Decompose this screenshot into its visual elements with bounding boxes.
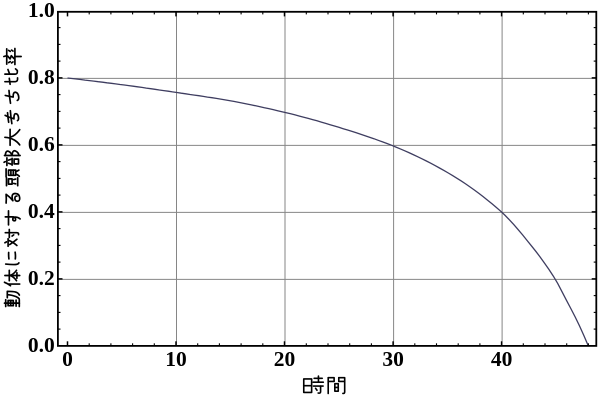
svg-text:20: 20 <box>274 347 296 371</box>
svg-text:0.6: 0.6 <box>28 132 55 156</box>
svg-text:0: 0 <box>62 347 73 371</box>
svg-text:40: 40 <box>491 347 513 371</box>
svg-text:0.2: 0.2 <box>28 266 55 290</box>
svg-text:0.0: 0.0 <box>28 333 55 357</box>
svg-text:0.8: 0.8 <box>28 65 55 89</box>
svg-text:1.0: 1.0 <box>28 0 55 22</box>
svg-text:30: 30 <box>382 347 404 371</box>
svg-text:0.4: 0.4 <box>28 199 55 223</box>
svg-text:10: 10 <box>165 347 187 371</box>
